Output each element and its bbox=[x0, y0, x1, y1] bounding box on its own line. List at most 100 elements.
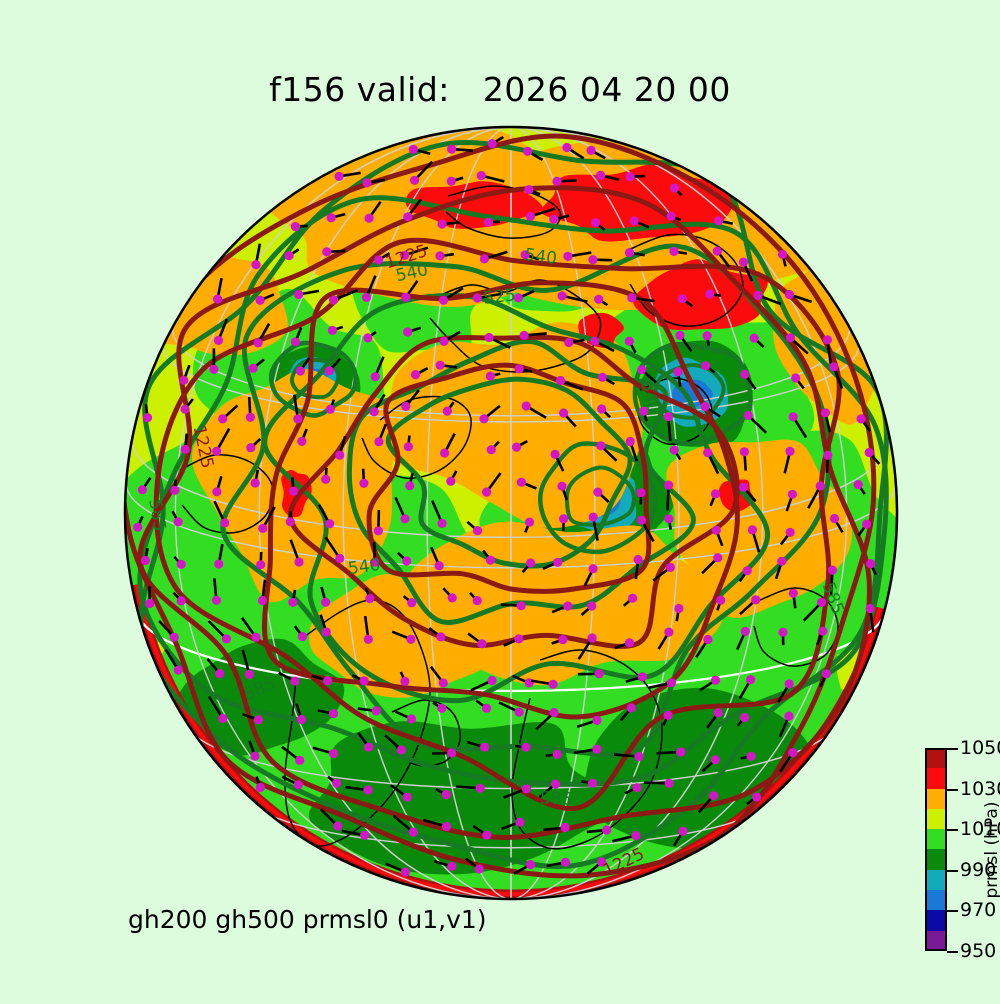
colorbar-band bbox=[925, 910, 947, 930]
wind-barb-origin bbox=[678, 294, 687, 303]
wind-barb-origin bbox=[410, 176, 419, 185]
wind-barb-origin bbox=[626, 172, 635, 181]
colorbar-band bbox=[925, 849, 947, 869]
wind-barb-origin bbox=[374, 526, 383, 535]
wind-barb-origin bbox=[215, 669, 224, 678]
wind-barb-origin bbox=[521, 743, 530, 752]
wind-barb-origin bbox=[295, 756, 304, 765]
wind-barb-origin bbox=[588, 633, 597, 642]
wind-barb-origin bbox=[818, 627, 827, 636]
wind-barb-origin bbox=[520, 331, 529, 340]
wind-barb-origin bbox=[291, 222, 300, 231]
wind-barb-origin bbox=[740, 713, 749, 722]
wind-barb-origin bbox=[525, 518, 534, 527]
wind-barb-origin bbox=[482, 831, 491, 840]
wind-barb-origin bbox=[664, 628, 673, 637]
wind-barb-origin bbox=[438, 220, 447, 229]
wind-barb-origin bbox=[674, 604, 683, 613]
wind-barb-origin bbox=[587, 601, 596, 610]
wind-barb-origin bbox=[789, 412, 798, 421]
wind-barb-origin bbox=[596, 171, 605, 180]
wind-barb-origin bbox=[678, 827, 687, 836]
wind-barb-origin bbox=[669, 247, 678, 256]
wind-barb-origin bbox=[443, 407, 452, 416]
wind-barb-origin bbox=[170, 486, 179, 495]
wind-barb-origin bbox=[403, 212, 412, 221]
wind-barb-origin bbox=[439, 337, 448, 346]
wind-barb-origin bbox=[591, 218, 600, 227]
wind-barb-origin bbox=[740, 370, 749, 379]
wind-barb-origin bbox=[634, 752, 643, 761]
colorbar-tick-label: 950 bbox=[960, 940, 996, 962]
wind-barb-origin bbox=[174, 666, 183, 675]
wind-barb-origin bbox=[778, 250, 787, 259]
wind-barb-origin bbox=[485, 333, 494, 342]
wind-barb-origin bbox=[594, 295, 603, 304]
wind-barb-origin bbox=[297, 437, 306, 446]
wind-barb-origin bbox=[830, 514, 839, 523]
wind-barb-origin bbox=[288, 598, 297, 607]
wind-barb-origin bbox=[667, 678, 676, 687]
wind-barb-origin bbox=[631, 831, 640, 840]
wind-barb-origin bbox=[488, 139, 497, 148]
colorbar-tick-mark bbox=[947, 870, 958, 872]
wind-barb-origin bbox=[177, 596, 186, 605]
wind-barb-origin bbox=[602, 825, 611, 834]
wind-barb-origin bbox=[703, 448, 712, 457]
wind-barb-origin bbox=[751, 595, 760, 604]
wind-barb-origin bbox=[145, 599, 154, 608]
wind-barb-origin bbox=[218, 714, 227, 723]
wind-barb-origin bbox=[294, 557, 303, 566]
wind-barb-origin bbox=[713, 553, 722, 562]
wind-barb-origin bbox=[214, 559, 223, 568]
wind-barb-origin bbox=[823, 335, 832, 344]
wind-barb-origin bbox=[552, 177, 561, 186]
wind-barb-origin bbox=[701, 361, 710, 370]
wind-barb-origin bbox=[627, 703, 636, 712]
wind-barb-origin bbox=[329, 296, 338, 305]
wind-barb-origin bbox=[285, 251, 294, 260]
wind-barb-origin bbox=[297, 715, 306, 724]
wind-barb-origin bbox=[705, 289, 714, 298]
wind-barb-origin bbox=[670, 183, 679, 192]
wind-barb-origin bbox=[676, 747, 685, 756]
wind-barb-origin bbox=[438, 519, 447, 528]
wind-barb-origin bbox=[290, 677, 299, 686]
wind-barb-origin bbox=[374, 255, 383, 264]
wind-barb-origin bbox=[665, 779, 674, 788]
wind-barb-origin bbox=[788, 490, 797, 499]
wind-barb-origin bbox=[447, 177, 456, 186]
wind-barb-origin bbox=[256, 560, 265, 569]
wind-barb-origin bbox=[447, 145, 456, 154]
wind-barb-origin bbox=[866, 604, 875, 613]
wind-barb-origin bbox=[625, 638, 634, 647]
wind-barb-origin bbox=[664, 481, 673, 490]
wind-barb-origin bbox=[251, 478, 260, 487]
wind-barb-origin bbox=[752, 792, 761, 801]
wind-barb-origin bbox=[212, 596, 221, 605]
wind-barb-origin bbox=[701, 402, 710, 411]
wind-barb-origin bbox=[482, 704, 491, 713]
wind-barb-origin bbox=[524, 185, 533, 194]
wind-barb-origin bbox=[549, 680, 558, 689]
wind-barb-origin bbox=[673, 367, 682, 376]
wind-barb-origin bbox=[865, 448, 874, 457]
contour-label: 525 bbox=[482, 285, 516, 308]
wind-barb-origin bbox=[476, 784, 485, 793]
wind-barb-origin bbox=[406, 635, 415, 644]
wind-barb-origin bbox=[480, 743, 489, 752]
wind-barb-origin bbox=[634, 555, 643, 564]
wind-barb-origin bbox=[335, 172, 344, 181]
wind-barb-origin bbox=[626, 437, 635, 446]
wind-barb-origin bbox=[713, 247, 722, 256]
wind-barb-origin bbox=[488, 676, 497, 685]
wind-barb-origin bbox=[823, 451, 832, 460]
wind-barb-origin bbox=[598, 373, 607, 382]
wind-barb-origin bbox=[854, 480, 863, 489]
wind-barb-origin bbox=[522, 784, 531, 793]
wind-barb-origin bbox=[857, 414, 866, 423]
wind-barb-origin bbox=[333, 821, 342, 830]
wind-barb-origin bbox=[862, 520, 871, 529]
wind-barb-origin bbox=[256, 296, 265, 305]
wind-barb-origin bbox=[556, 376, 565, 385]
